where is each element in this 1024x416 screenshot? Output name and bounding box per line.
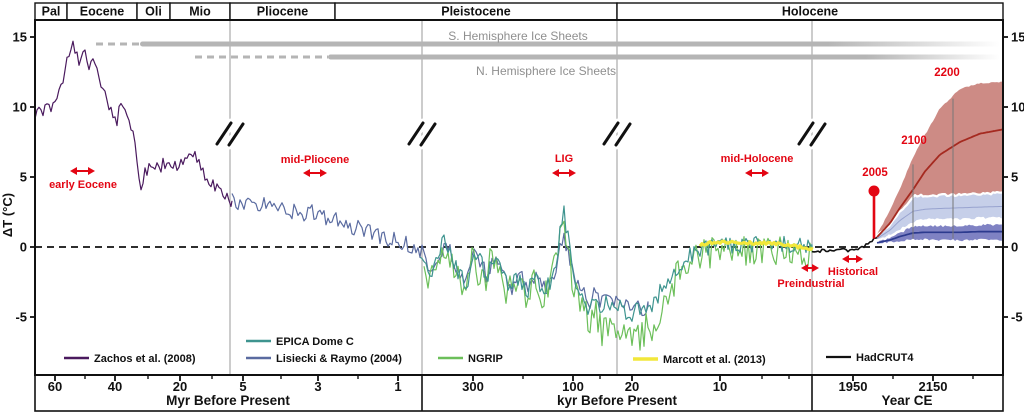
y-tick-label-left: 10	[13, 100, 27, 115]
series-zachos-et-al-2008-	[34, 40, 233, 207]
x-axis-title: Myr Before Present	[166, 393, 290, 408]
epoch-label: Pliocene	[257, 5, 308, 19]
annotation-label: Historical	[828, 266, 878, 278]
y-tick-label-right: 10	[1011, 100, 1024, 115]
legend-label: EPICA Dome C	[276, 336, 354, 348]
ice-bar-label: S. Hemisphere Ice Sheets	[448, 29, 587, 43]
y-tick-label-left: -5	[15, 310, 27, 325]
x-tick-label: 40	[108, 379, 122, 394]
x-tick-label: 300	[462, 379, 484, 394]
year-label: 2005	[862, 167, 888, 179]
y-tick-label-right: -5	[1011, 310, 1023, 325]
series-hadcrut4	[811, 236, 878, 254]
annotation-label: mid-Holocene	[721, 153, 794, 165]
mid-scenario-median	[876, 205, 1004, 240]
x-axis: 60 40 20 5 3 1 Myr Before Present 300 100 20 10 kyr…	[34, 374, 1004, 412]
data-series	[34, 40, 878, 351]
annotations: early Eocene mid-Pliocene LIG mid-Holocene P…	[49, 67, 960, 290]
y-axis: 15 15 10 10 5 5 0 0 -5 -5 ΔT (°C)	[0, 30, 1024, 325]
x-tick-label: 20	[625, 379, 639, 394]
series-marcott-et-al-2013-	[698, 239, 814, 252]
x-tick-label: 10	[713, 379, 727, 394]
lollipop-marker-2005	[868, 185, 880, 197]
x-tick-label: 1950	[839, 379, 868, 394]
x-tick-label: 20	[173, 379, 187, 394]
legend-label: HadCRUT4	[856, 352, 914, 364]
axis-break-marks	[212, 118, 830, 150]
legend-label: Lisiecki & Raymo (2004)	[276, 353, 402, 365]
annotation-label: mid-Pliocene	[281, 154, 349, 166]
y-tick-label-right: 5	[1011, 170, 1018, 185]
band-high-scenario-range	[877, 81, 1003, 241]
epoch-label: Pal	[42, 5, 61, 19]
y-tick-label-right: 15	[1011, 30, 1024, 45]
series-ngrip	[423, 220, 813, 351]
axis-label-box	[34, 374, 1004, 412]
legend-label: Marcott et al. (2013)	[663, 354, 766, 366]
y-tick-label-left: 5	[20, 170, 27, 185]
x-tick-label: 1	[394, 379, 401, 394]
low-scenario-median	[876, 230, 1003, 244]
year-label: 2100	[901, 135, 927, 147]
x-axis-title: kyr Before Present	[557, 393, 678, 408]
x-tick-label: 5	[239, 379, 246, 394]
y-tick-label-right: 0	[1011, 240, 1018, 255]
y-axis-title: ΔT (°C)	[0, 193, 15, 237]
epoch-label: Pleistocene	[441, 5, 511, 19]
legend-label: Zachos et al. (2008)	[94, 353, 196, 365]
annotation-label: Preindustrial	[777, 278, 844, 290]
panel-gridlines	[229, 20, 813, 375]
epoch-bar: Pal Eocene Oli Mio Pliocene Pleistocene Holoce…	[34, 2, 1004, 21]
x-tick-label: 2150	[919, 379, 948, 394]
year-label: 2200	[934, 67, 960, 79]
epoch-label: Oli	[145, 5, 162, 19]
ice-bar-label: N. Hemisphere Ice Sheets	[476, 64, 616, 78]
ice-bar	[328, 54, 1000, 60]
epoch-label: Eocene	[80, 5, 125, 19]
legend-label: NGRIP	[468, 353, 503, 365]
ice-bar	[140, 41, 1000, 47]
annotation-label: LIG	[555, 153, 573, 165]
ice-sheet-bars: S. Hemisphere Ice Sheets N. Hemisphere Ic…	[96, 29, 1000, 78]
epoch-label: Mio	[189, 5, 211, 19]
annotation-label: early Eocene	[49, 179, 117, 191]
y-tick-label-left: 15	[13, 30, 27, 45]
high-scenario-median	[876, 128, 1004, 238]
x-tick-label: 3	[314, 379, 321, 394]
legend: Zachos et al. (2008) EPICA Dome C Lisiecki…	[64, 336, 914, 366]
x-tick-label: 60	[48, 379, 62, 394]
epoch-label: Holocene	[782, 5, 838, 19]
x-axis-title: Year CE	[881, 393, 932, 408]
projection-bands	[875, 81, 1005, 246]
y-tick-label-left: 0	[20, 240, 27, 255]
x-tick-label: 100	[562, 379, 584, 394]
